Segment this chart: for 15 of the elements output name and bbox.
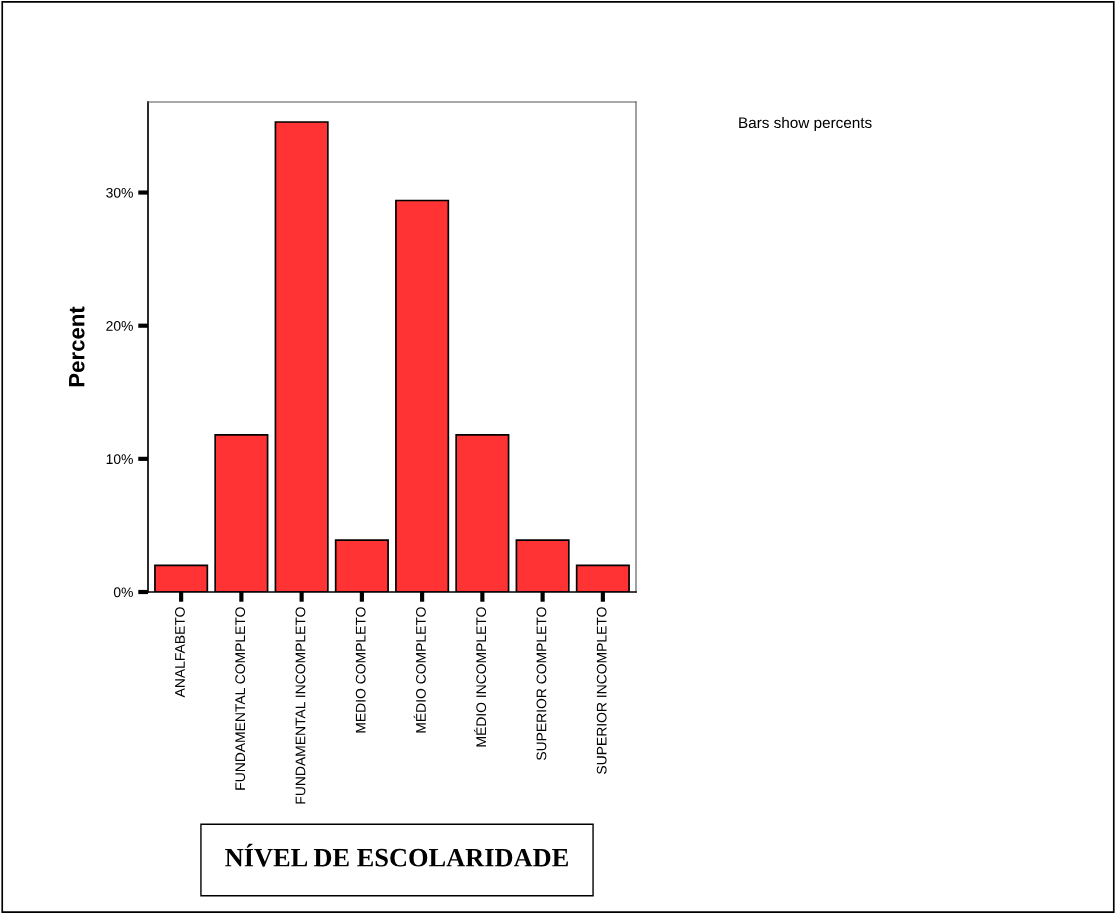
y-axis-title: Percent [69,306,85,387]
y-tick-label: 30% [106,187,133,198]
x-tick-label: MEDIO COMPLETO [355,607,366,733]
x-tick-label: MÉDIO INCOMPLETO [473,607,487,747]
x-tick-label: ANALFABETO [175,607,185,698]
y-tick-label: 20% [106,321,133,331]
y-tick-label: 10% [106,454,133,465]
x-tick-label: FUNDAMENTAL INCOMPLETO [295,607,306,804]
text: Bars show percents [739,116,872,132]
x-tick-label: MÉDIO COMPLETO [413,607,426,733]
x-tick-label: SUPERIOR INCOMPLETO [596,607,607,774]
x-tick-label: SUPERIOR COMPLETO [536,607,547,761]
x-tick-label: FUNDAMENTAL COMPLETO [235,607,246,790]
y-tick-label: 0% [113,587,133,598]
x-axis-title: NÍVEL DE ESCOLARIDADE [225,843,568,867]
